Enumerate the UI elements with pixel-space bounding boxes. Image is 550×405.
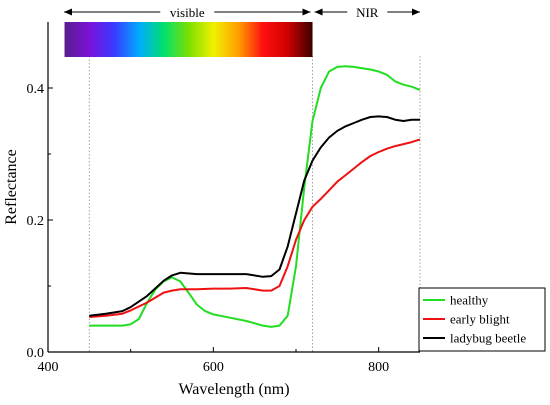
series-line-early-blight: [89, 138, 420, 318]
legend-label: early blight: [450, 312, 510, 327]
spectrum-bar: [64, 22, 313, 57]
nir-label: NIR: [356, 5, 379, 20]
band-annotations: visible NIR: [64, 3, 420, 57]
guide-lines: [88, 56, 421, 352]
series-lines: [89, 65, 420, 328]
visible-label: visible: [170, 5, 205, 20]
nir-arrow-left-head: [314, 8, 323, 16]
x-axis-title: Wavelength (nm): [178, 381, 289, 398]
y-tick-label: 0.2: [27, 214, 45, 229]
legend-label: healthy: [450, 293, 489, 308]
legend-label: ladybug beetle: [450, 331, 526, 346]
x-tick-label: 600: [203, 360, 224, 375]
visible-arrow-left-head: [64, 8, 72, 16]
visible-label-bg: [160, 3, 215, 20]
visible-arrow-right-head: [302, 8, 311, 16]
series-line-ladybug-beetle: [89, 115, 420, 317]
x-tick-label: 400: [38, 360, 59, 375]
nir-arrow-right-head: [412, 8, 420, 16]
y-axis-title: Reflectance: [3, 149, 20, 225]
axes: 400 600 800 0.0 0.2 0.4 Wavelength (nm) Reflect…: [3, 22, 420, 398]
x-tick-label: 800: [368, 360, 389, 375]
legend: healthy early blight ladybug beetle: [418, 287, 546, 352]
series-line-healthy: [89, 65, 420, 328]
nir-label-bg: [347, 3, 388, 20]
y-tick-label: 0.0: [27, 346, 45, 361]
y-tick-label: 0.4: [27, 82, 45, 97]
